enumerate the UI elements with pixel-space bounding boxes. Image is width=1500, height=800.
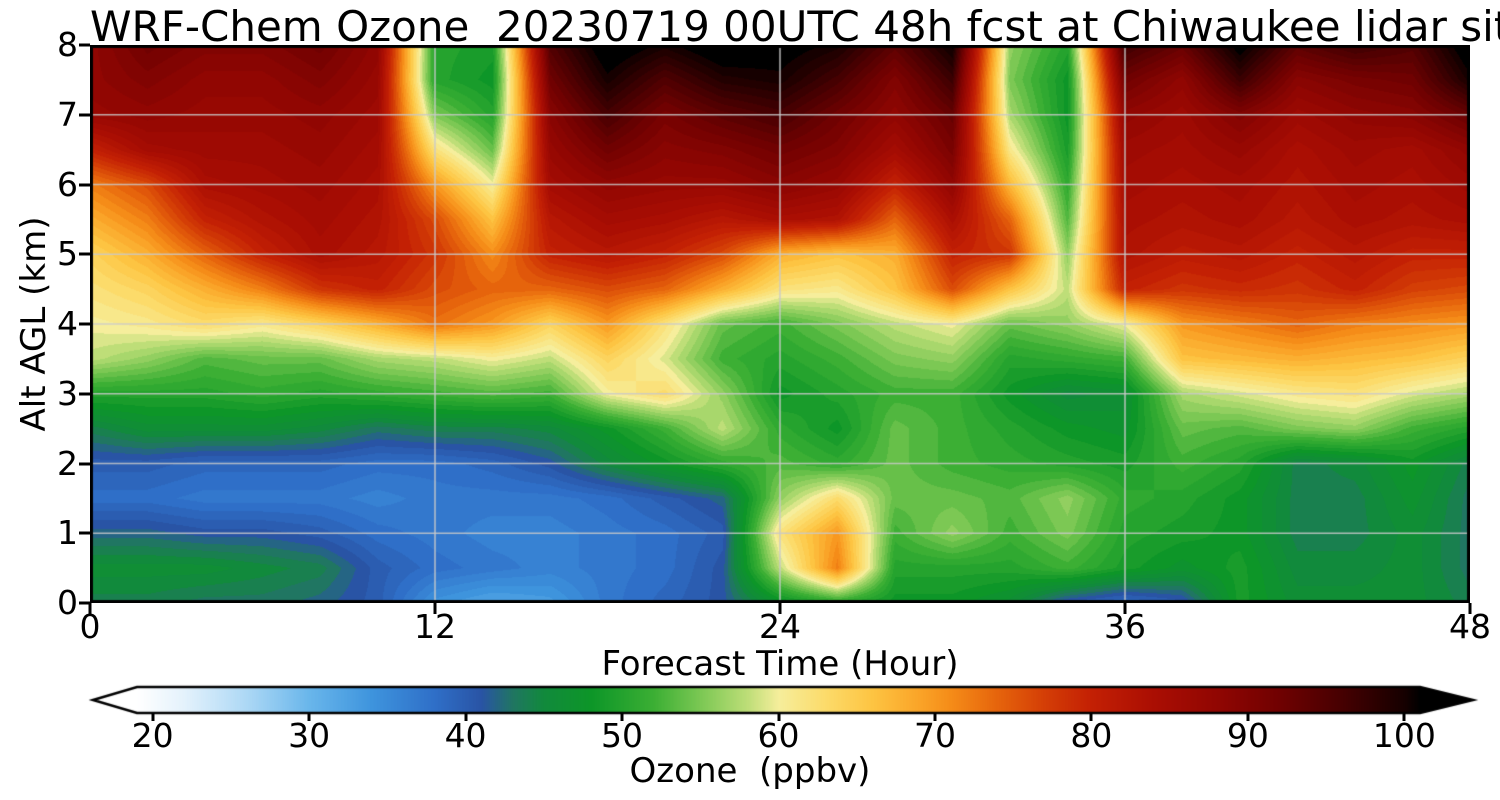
colorbar-tick-mark: [1089, 713, 1093, 721]
y-tick-label: 8: [57, 24, 78, 64]
colorbar-tick-mark: [151, 713, 155, 721]
colorbar-tick-mark: [933, 713, 937, 721]
colorbar-tick-label: 30: [288, 716, 331, 755]
x-tick-label: 0: [79, 607, 101, 646]
y-tick-label: 3: [57, 373, 78, 413]
colorbar-tick-label: 80: [1070, 716, 1113, 755]
y-tick-mark: [79, 392, 90, 396]
x-tick-label: 48: [1449, 607, 1491, 646]
x-tick-mark: [1123, 603, 1127, 614]
colorbar-tick-mark: [464, 713, 468, 721]
y-tick-mark: [79, 183, 90, 186]
x-tick-mark: [778, 603, 782, 614]
y-tick-mark: [79, 531, 90, 535]
colorbar-tick-label: 70: [913, 716, 956, 755]
y-tick-mark: [79, 43, 90, 47]
colorbar-canvas: [0, 683, 1500, 728]
x-tick-label: 12: [414, 607, 456, 646]
y-tick-label: 2: [57, 443, 78, 483]
y-tick-label: 5: [57, 234, 78, 274]
ozone-heatmap-canvas: [90, 45, 1470, 603]
x-tick-mark: [1468, 603, 1472, 614]
y-tick-label: 0: [57, 582, 78, 622]
y-tick-label: 1: [57, 513, 78, 553]
colorbar-tick-label: 60: [757, 716, 800, 755]
x-axis-label: Forecast Time (Hour): [601, 644, 959, 684]
x-tick-label: 36: [1104, 607, 1146, 646]
colorbar-tick-mark: [777, 713, 780, 721]
y-tick-mark: [79, 462, 90, 465]
colorbar-tick-label: 50: [601, 716, 644, 755]
colorbar-tick-label: 40: [444, 716, 487, 755]
x-tick-mark: [433, 603, 437, 614]
y-tick-label: 6: [57, 164, 78, 204]
colorbar-tick-label: 20: [131, 716, 174, 755]
colorbar-tick-label: 100: [1372, 716, 1436, 755]
y-tick-mark: [79, 113, 90, 117]
y-tick-label: 7: [57, 94, 78, 134]
x-tick-label: 24: [759, 607, 801, 646]
colorbar-tick-mark: [1246, 713, 1250, 721]
x-tick-mark: [88, 603, 92, 614]
colorbar-tick-mark: [1402, 713, 1406, 721]
y-tick-mark: [79, 322, 90, 326]
y-tick-mark: [79, 601, 90, 605]
y-tick-label: 4: [57, 303, 78, 343]
colorbar-tick-mark: [620, 713, 624, 721]
y-tick-mark: [79, 252, 90, 256]
colorbar-tick-mark: [307, 713, 311, 721]
colorbar-tick-label: 90: [1226, 716, 1269, 755]
plot-title: WRF-Chem Ozone 20230719 00UTC 48h fcst a…: [90, 2, 1500, 51]
colorbar-label: Ozone (ppbv): [629, 751, 871, 791]
